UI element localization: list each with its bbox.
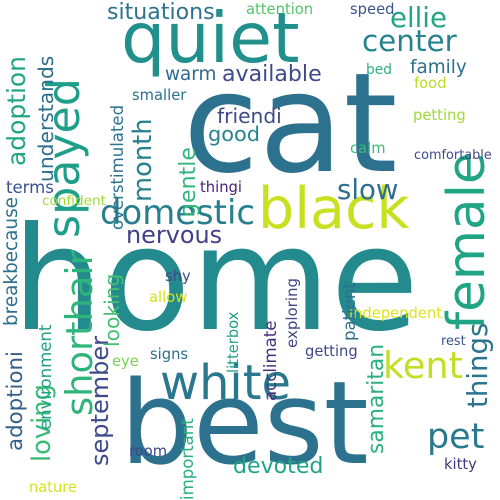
word-warm: warm: [165, 64, 217, 85]
word-looking: looking: [100, 273, 124, 347]
word-slow: slow: [337, 173, 399, 206]
word-overstimulated: overstimulated: [108, 104, 127, 230]
word-ellie: ellie: [390, 1, 447, 34]
word-room: room: [129, 443, 168, 460]
word-things: things: [461, 322, 494, 408]
word-petting: petting: [413, 107, 466, 124]
word-gentle: gentle: [176, 147, 201, 217]
word-important: important: [178, 418, 197, 500]
word-white: white: [160, 356, 291, 411]
word-confident: confident: [42, 193, 106, 209]
word-family: family: [410, 57, 467, 78]
word-situations: situations: [107, 0, 215, 25]
word-thingi: thingi: [200, 179, 242, 196]
word-independent: independent: [349, 305, 443, 322]
word-female: female: [437, 152, 497, 330]
word-adoption: adoption: [2, 56, 31, 166]
word-black: black: [258, 176, 410, 242]
word-domestic: domestic: [100, 193, 255, 232]
word-food: food: [414, 75, 447, 92]
word-smaller: smaller: [132, 87, 187, 104]
word-cat: cat: [183, 43, 398, 204]
word-understands: understands: [34, 55, 58, 182]
word-eye: eye: [112, 353, 139, 370]
word-exploring: exploring: [283, 278, 301, 348]
word-environment: environment: [36, 324, 55, 430]
word-shy: shy: [165, 268, 191, 285]
word-attention: attention: [246, 1, 314, 18]
word-samaritan: samaritan: [364, 343, 389, 454]
word-getting: getting: [305, 343, 358, 360]
word-terms: terms: [6, 178, 54, 197]
word-month: month: [128, 118, 158, 202]
word-home: home: [12, 196, 419, 363]
word-available: available: [222, 62, 322, 87]
word-signs: signs: [150, 346, 189, 363]
word-speed: speed: [350, 1, 395, 18]
word-quiet: quiet: [121, 0, 300, 79]
word-kent: kent: [383, 344, 463, 387]
word-good: good: [208, 122, 261, 146]
word-breakbecause: breakbecause: [1, 197, 22, 326]
word-calm: calm: [350, 140, 386, 157]
word-best: best: [120, 357, 369, 491]
word-comfortable: comfortable: [414, 148, 492, 163]
word-allow: allow: [149, 289, 188, 306]
word-rest: rest: [441, 334, 466, 349]
word-kitty: kitty: [444, 456, 477, 473]
word-september: september: [86, 335, 114, 466]
word-patient: patient: [340, 282, 359, 341]
word-pet: pet: [427, 417, 485, 457]
word-bed: bed: [366, 62, 392, 78]
word-center: center: [362, 24, 457, 58]
word-friendi: friendi: [217, 104, 282, 128]
word-acclimate: acclimate: [261, 320, 280, 401]
word-nervous: nervous: [126, 221, 223, 249]
word-devoted: devoted: [233, 454, 324, 479]
word-litterbox: litterbox: [225, 311, 242, 373]
word-adoptioni: adoptioni: [3, 351, 28, 451]
word-nature: nature: [29, 479, 77, 496]
